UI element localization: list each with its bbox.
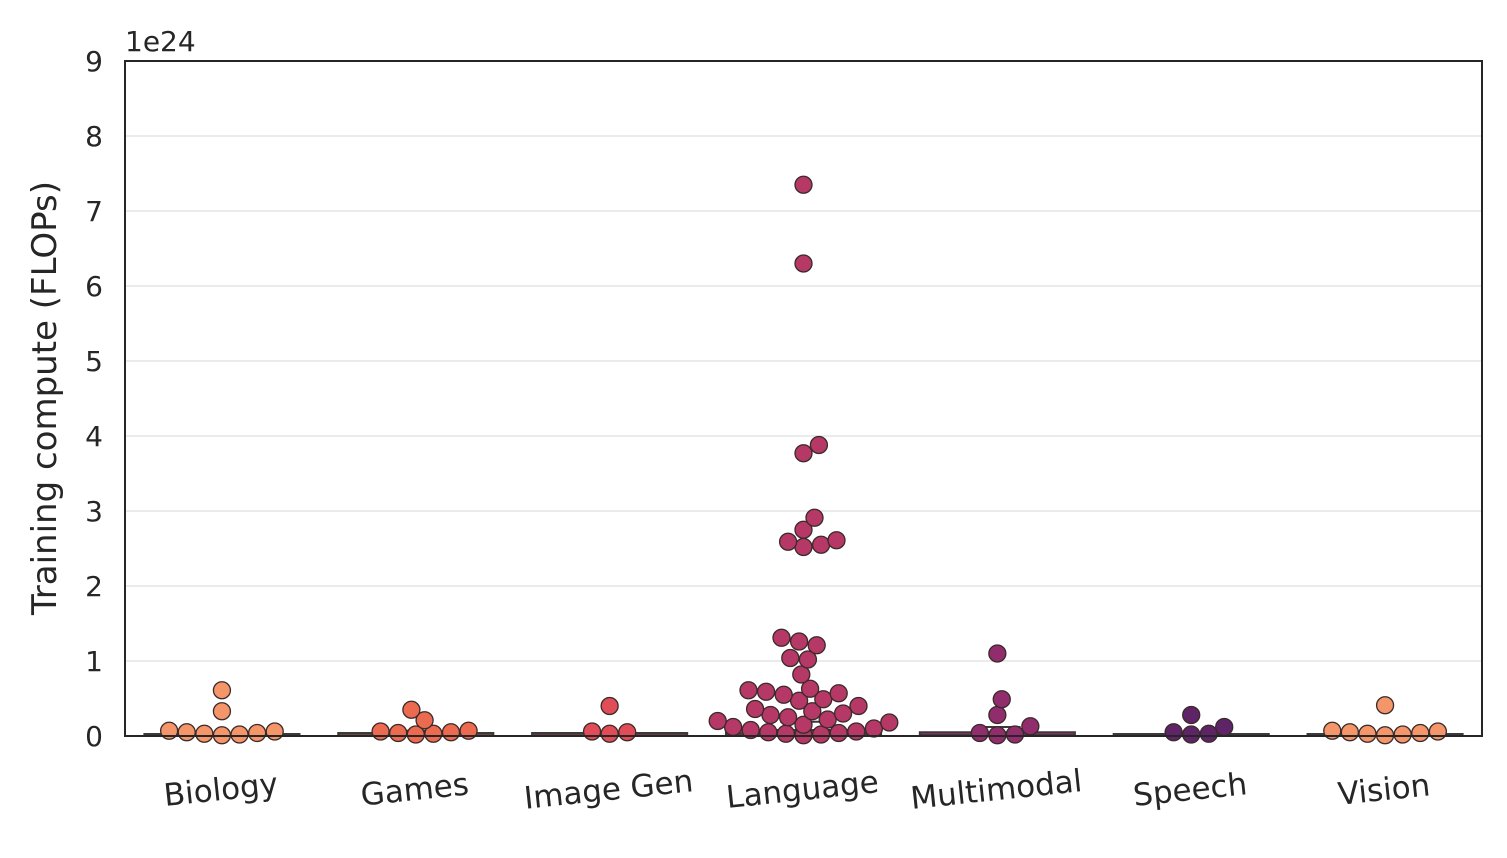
data-point [811,725,831,744]
data-point [794,175,813,194]
data-point [794,715,813,734]
data-point [756,682,776,701]
data-point [1182,705,1201,725]
y-gridlines [125,135,1482,662]
data-point [761,705,780,725]
data-point [778,708,798,727]
data-point [988,644,1007,663]
y-tick-label: 1 [85,645,103,678]
data-point [833,704,853,723]
data-point [195,724,214,743]
data-point [864,719,884,738]
data-point [1199,724,1218,743]
data-point [849,696,868,716]
data-point [212,702,232,721]
data-point [371,722,390,741]
plot-area [124,60,1483,737]
data-point [880,713,899,732]
data-point [177,723,196,742]
data-point [230,725,249,744]
data-point [1164,723,1183,742]
data-point [745,699,765,719]
data-point [1340,723,1360,742]
data-point [772,628,791,647]
data-point [794,520,813,539]
data-point [792,665,811,684]
data-point [794,254,813,273]
data-point [829,723,848,743]
data-point [807,636,826,655]
data-point [618,723,637,742]
data-point [402,700,421,719]
data-point [789,632,809,651]
data-point [1358,724,1377,743]
data-point [582,722,602,741]
data-point [818,710,837,729]
data-point [805,508,824,527]
data-point [774,685,793,704]
data-point [970,723,989,743]
data-point [723,717,743,737]
data-point [600,724,619,743]
data-point [798,650,818,669]
data-point [794,537,813,557]
y-tick-label: 4 [85,420,103,453]
data-point [800,679,820,698]
y-tick-label: 7 [85,195,103,228]
y-axis-ticks: 0 1 2 3 4 5 6 7 8 9 [85,45,103,753]
y-tick-label: 9 [85,45,103,78]
data-point [827,531,846,550]
y-tick-label: 0 [85,720,103,753]
y-tick-label: 6 [85,270,103,303]
data-point [809,435,829,455]
data-point [778,532,798,551]
data-point [992,690,1011,709]
data-point [265,722,284,741]
y-scale-offset-label: 1e24 [125,25,196,58]
data-point [781,648,800,668]
data-point [1428,722,1448,741]
data-point [441,723,461,742]
data-point [1393,725,1412,744]
data-point [1215,717,1234,737]
data-point [415,711,434,730]
data-point [739,681,758,700]
data-point [389,723,408,743]
data-point [988,705,1007,725]
data-point [847,722,866,741]
y-tick-label: 3 [85,495,103,528]
data-point [1411,723,1430,743]
data-point [759,723,778,742]
y-tick-label: 5 [85,345,103,378]
data-point [708,711,727,731]
data-point [1005,725,1025,744]
data-point [794,444,813,463]
data-point [247,723,267,743]
data-point [776,724,796,743]
y-tick-label: 8 [85,120,103,153]
y-axis-label: Training compute (FLOPs) [25,181,65,616]
data-point [1021,717,1040,736]
y-tick-label: 2 [85,570,103,603]
data-point [1182,725,1201,744]
data-point [1375,696,1395,715]
data-point [424,724,443,743]
data-point [741,720,760,740]
data-point [829,684,848,703]
data-point [803,702,822,721]
data-point [600,696,619,716]
data-point [811,535,831,554]
data-point [212,681,232,700]
